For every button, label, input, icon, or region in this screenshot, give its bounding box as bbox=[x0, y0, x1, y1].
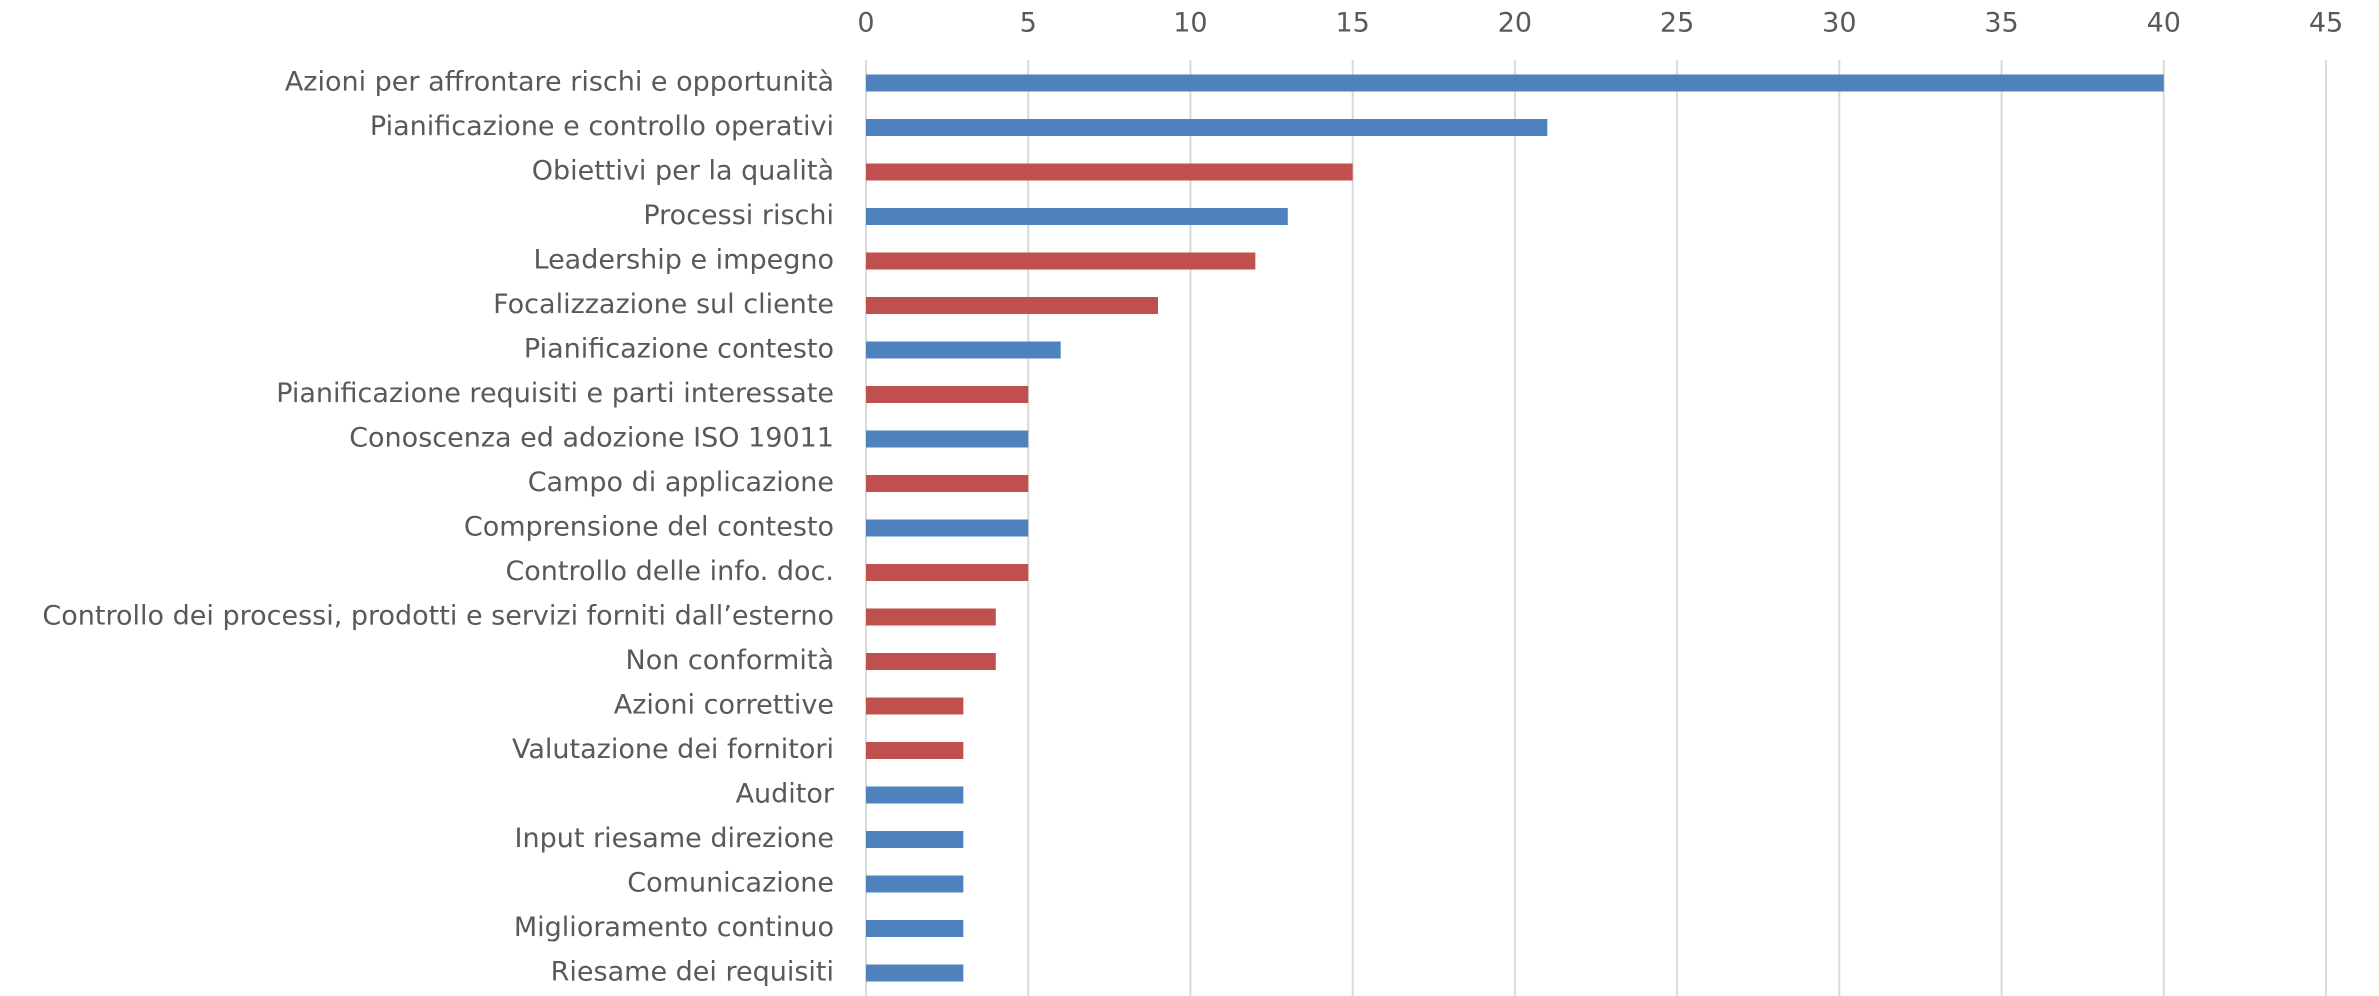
y-tick-label: Campo di applicazione bbox=[528, 467, 834, 498]
bar bbox=[866, 786, 964, 804]
bar bbox=[866, 608, 996, 626]
y-tick-label: Auditor bbox=[736, 779, 835, 810]
y-tick-label: Comprensione del contesto bbox=[464, 512, 834, 543]
x-tick-label: 20 bbox=[1498, 8, 1532, 39]
x-tick-label: 30 bbox=[1822, 8, 1856, 39]
bar bbox=[866, 208, 1288, 225]
y-tick-label: Pianificazione requisiti e parti interes… bbox=[276, 378, 834, 409]
bar bbox=[866, 831, 964, 848]
y-tick-label: Controllo delle info. doc. bbox=[505, 556, 834, 587]
bar bbox=[866, 697, 964, 715]
bar bbox=[866, 475, 1029, 492]
x-tick-label: 15 bbox=[1335, 8, 1369, 39]
x-tick-label: 25 bbox=[1660, 8, 1694, 39]
y-tick-label: Obiettivi per la qualità bbox=[532, 156, 834, 187]
y-tick-label: Pianificazione e controllo operativi bbox=[370, 111, 834, 142]
y-tick-label: Conoscenza ed adozione ISO 19011 bbox=[349, 423, 834, 454]
bar bbox=[866, 564, 1029, 581]
bar bbox=[866, 119, 1548, 136]
bar bbox=[866, 74, 2164, 92]
bar bbox=[866, 430, 1029, 448]
bar bbox=[866, 875, 964, 893]
bar bbox=[866, 163, 1353, 181]
y-tick-label: Leadership e impegno bbox=[534, 245, 835, 276]
x-tick-label: 40 bbox=[2147, 8, 2181, 39]
y-tick-label: Comunicazione bbox=[627, 868, 834, 899]
bar bbox=[866, 742, 964, 759]
y-tick-label: Valutazione dei fornitori bbox=[512, 734, 834, 765]
bar bbox=[866, 341, 1061, 359]
y-tick-label: Azioni per affrontare rischi e opportuni… bbox=[285, 67, 834, 98]
y-tick-label: Controllo dei processi, prodotti e servi… bbox=[42, 601, 834, 632]
y-tick-label: Input riesame direzione bbox=[515, 823, 835, 854]
y-tick-label: Focalizzazione sul cliente bbox=[493, 289, 834, 320]
bar bbox=[866, 297, 1158, 314]
bar bbox=[866, 386, 1029, 403]
x-tick-label: 0 bbox=[857, 8, 874, 39]
x-tick-label: 35 bbox=[1984, 8, 2018, 39]
x-tick-label: 5 bbox=[1020, 8, 1037, 39]
y-tick-label: Processi rischi bbox=[643, 200, 834, 231]
bar bbox=[866, 519, 1029, 537]
x-tick-label: 45 bbox=[2309, 8, 2343, 39]
y-tick-label: Pianificazione contesto bbox=[524, 334, 834, 365]
y-tick-label: Miglioramento continuo bbox=[514, 912, 834, 943]
y-tick-label: Azioni correttive bbox=[614, 690, 834, 721]
y-tick-label: Non conformità bbox=[626, 645, 834, 676]
x-tick-label: 10 bbox=[1173, 8, 1207, 39]
y-tick-label: Riesame dei requisiti bbox=[551, 957, 834, 988]
bar bbox=[866, 252, 1256, 270]
bar bbox=[866, 920, 964, 937]
bar bbox=[866, 964, 964, 982]
bar bbox=[866, 653, 996, 670]
